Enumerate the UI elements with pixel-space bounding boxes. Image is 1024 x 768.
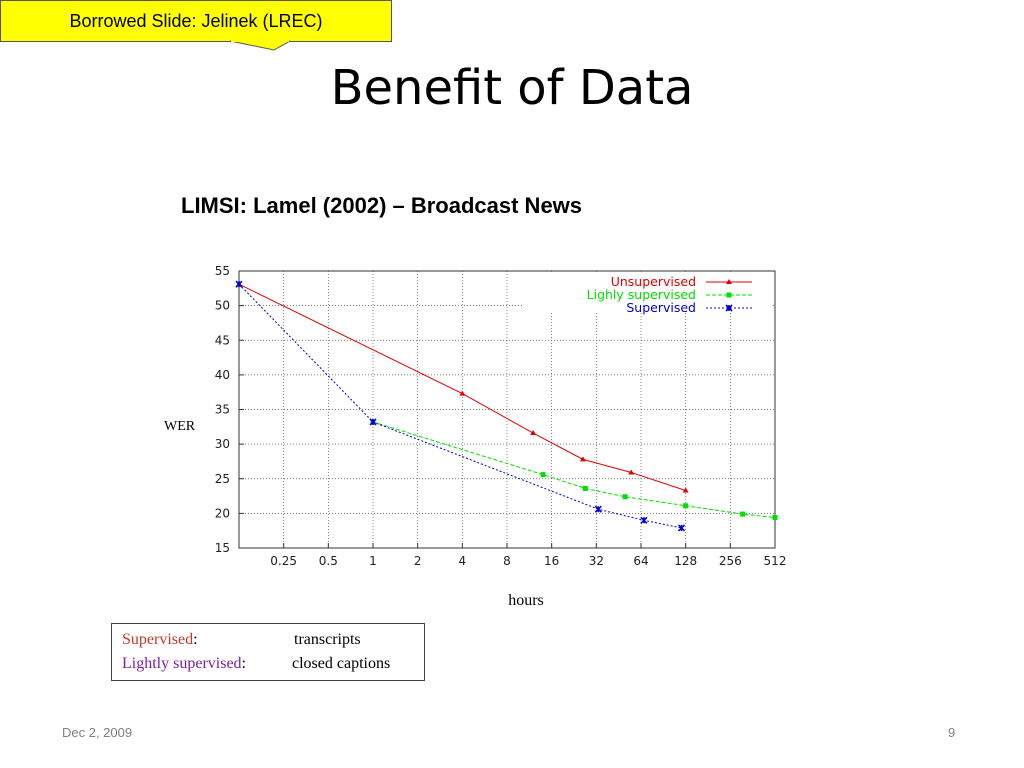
data-point <box>640 516 648 524</box>
data-point <box>772 515 778 521</box>
x-tick-label: 64 <box>633 554 648 568</box>
note-colon: : <box>241 655 246 672</box>
x-tick-label: 16 <box>544 554 559 568</box>
chart-subtitle: LIMSI: Lamel (2002) – Broadcast News <box>181 193 583 218</box>
data-point <box>677 524 686 532</box>
y-tick-label: 55 <box>215 264 230 278</box>
note-colon: : <box>193 631 198 648</box>
data-point <box>683 503 689 509</box>
note-term-supervised: Supervised <box>122 631 194 648</box>
notes-box: Supervised: transcripts Lightly supervis… <box>111 623 425 681</box>
page-number: 9 <box>948 725 956 740</box>
y-tick-label: 25 <box>215 472 230 486</box>
data-point <box>369 418 377 426</box>
data-point <box>628 469 635 475</box>
legend-marker <box>726 292 732 298</box>
legend-label: Unsupervised <box>611 274 696 289</box>
data-point <box>622 494 628 500</box>
x-tick-label: 2 <box>414 554 422 568</box>
note-term-lightly: Lightly supervised <box>122 655 242 672</box>
x-tick-label: 32 <box>589 554 604 568</box>
y-tick-label: 45 <box>215 333 230 347</box>
x-tick-label: 1 <box>369 554 377 568</box>
x-tick-label: 512 <box>764 554 787 568</box>
footer-date: Dec 2, 2009 <box>62 725 133 740</box>
x-axis-label: hours <box>508 592 544 609</box>
data-point <box>540 472 546 478</box>
y-tick-label: 15 <box>215 541 230 555</box>
y-tick-label: 40 <box>215 368 230 382</box>
x-tick-label: 4 <box>459 554 467 568</box>
y-axis-label: WER <box>164 419 196 434</box>
series-line-unsupervised <box>238 283 686 491</box>
data-point <box>459 390 466 396</box>
x-tick-label: 8 <box>503 554 511 568</box>
legend-label: Lighly supervised <box>587 287 696 302</box>
callout-text: Borrowed Slide: Jelinek (LREC) <box>69 10 323 31</box>
y-tick-label: 20 <box>215 506 230 520</box>
callout-tail <box>230 40 290 51</box>
data-point <box>740 511 746 517</box>
x-tick-label: 128 <box>674 554 697 568</box>
slide-title: Benefit of Data <box>330 60 694 116</box>
data-point <box>582 485 588 491</box>
note-row-lightly: Lightly supervised: <box>122 655 246 673</box>
legend-label: Supervised <box>626 300 696 315</box>
y-tick-label: 50 <box>215 299 230 313</box>
data-point <box>530 430 537 436</box>
data-point <box>682 487 689 493</box>
note-row-supervised: Supervised: <box>122 631 198 649</box>
borrowed-slide-callout <box>0 0 392 42</box>
x-tick-label: 0.5 <box>319 554 338 568</box>
note-value-closed-captions: closed captions <box>292 655 391 672</box>
y-tick-label: 30 <box>215 437 230 451</box>
x-tick-label: 0.25 <box>270 554 297 568</box>
data-point <box>235 280 243 288</box>
note-value-transcripts: transcripts <box>294 631 361 648</box>
x-tick-label: 256 <box>719 554 742 568</box>
wer-chart: 15 20 25 30 35 40 45 50 55 0.25 0.5 1 2 4 8 16 32 64 128 25… <box>164 264 787 609</box>
legend-marker <box>726 279 732 284</box>
data-point <box>579 456 586 462</box>
y-tick-label: 35 <box>215 403 230 417</box>
data-point <box>594 505 602 513</box>
legend-marker <box>725 304 733 312</box>
